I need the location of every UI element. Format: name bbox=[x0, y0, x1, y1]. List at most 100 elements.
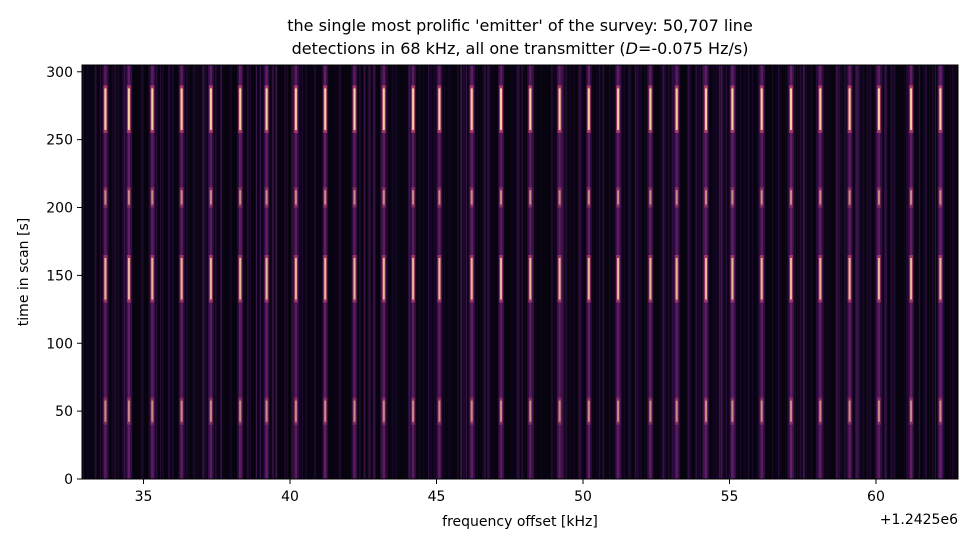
noise-streak bbox=[82, 65, 85, 479]
noise-streak bbox=[569, 65, 571, 479]
emission-peak bbox=[705, 258, 707, 300]
emission-peak bbox=[438, 88, 441, 130]
noise-streak bbox=[140, 65, 143, 479]
emission-peak bbox=[127, 400, 130, 422]
noise-streak bbox=[838, 65, 840, 479]
noise-streak bbox=[157, 65, 159, 479]
noise-streak bbox=[434, 65, 437, 479]
emission-peak bbox=[877, 88, 880, 130]
noise-streak bbox=[516, 65, 519, 479]
emission-peak bbox=[790, 400, 792, 422]
noise-streak bbox=[893, 65, 895, 479]
emission-peak bbox=[529, 258, 532, 300]
x-tick-label: 60 bbox=[867, 489, 885, 505]
emission-peak bbox=[760, 400, 763, 422]
noise-streak bbox=[857, 65, 860, 479]
noise-streak bbox=[112, 65, 114, 479]
emission-peak bbox=[939, 400, 942, 422]
noise-streak bbox=[633, 65, 636, 479]
emission-peak bbox=[239, 190, 242, 205]
noise-streak bbox=[915, 65, 917, 479]
noise-streak bbox=[884, 65, 886, 479]
noise-streak bbox=[697, 65, 700, 479]
noise-streak bbox=[423, 65, 425, 479]
noise-streak bbox=[701, 65, 704, 479]
emission-line bbox=[908, 65, 915, 479]
emission-peak bbox=[617, 400, 620, 422]
emission-peak bbox=[558, 400, 561, 422]
emission-peak bbox=[760, 190, 763, 205]
emission-peak bbox=[470, 400, 473, 422]
noise-streak bbox=[258, 65, 260, 479]
noise-streak bbox=[476, 65, 478, 479]
emission-peak bbox=[617, 258, 620, 300]
noise-streak bbox=[772, 65, 774, 479]
noise-streak bbox=[447, 65, 450, 479]
emission-peak bbox=[294, 258, 297, 300]
emission-line bbox=[380, 65, 387, 479]
noise-streak bbox=[284, 65, 287, 479]
emission-line bbox=[410, 65, 417, 479]
noise-streak bbox=[462, 65, 465, 479]
emission-peak bbox=[587, 190, 590, 205]
noise-streak bbox=[374, 65, 376, 479]
noise-streak bbox=[123, 65, 126, 479]
noise-streak bbox=[482, 65, 484, 479]
noise-streak bbox=[660, 65, 662, 479]
noise-streak bbox=[206, 65, 208, 479]
noise-streak bbox=[698, 65, 700, 479]
noise-streak bbox=[259, 65, 261, 479]
noise-streak bbox=[484, 65, 486, 479]
noise-streak bbox=[186, 65, 188, 479]
noise-streak bbox=[794, 65, 795, 479]
noise-streak bbox=[925, 65, 927, 479]
noise-streak bbox=[142, 65, 144, 479]
emission-peak bbox=[500, 88, 502, 130]
noise-streak bbox=[874, 65, 877, 479]
emission-peak bbox=[790, 88, 792, 130]
noise-streak bbox=[255, 65, 257, 479]
emission-peak bbox=[470, 258, 473, 300]
y-tick-label: 50 bbox=[55, 404, 73, 420]
emission-peak bbox=[558, 88, 561, 130]
noise-streak bbox=[476, 65, 479, 479]
noise-streak bbox=[932, 65, 934, 479]
noise-streak bbox=[172, 65, 175, 479]
noise-streak bbox=[221, 65, 223, 479]
emission-peak bbox=[939, 88, 942, 130]
noise-streak bbox=[368, 65, 371, 479]
x-tick-label: 35 bbox=[135, 489, 153, 505]
noise-streak bbox=[121, 65, 124, 479]
noise-streak bbox=[736, 65, 738, 479]
emission-peak bbox=[500, 400, 502, 422]
emission-peak bbox=[705, 190, 707, 205]
emission-line bbox=[149, 65, 156, 479]
noise-streak bbox=[725, 65, 727, 479]
noise-streak bbox=[392, 65, 395, 479]
noise-streak bbox=[715, 65, 718, 479]
noise-streak bbox=[231, 65, 233, 479]
chart-title-line2: detections in 68 kHz, all one transmitte… bbox=[292, 39, 749, 58]
noise-streak bbox=[640, 65, 643, 479]
noise-streak bbox=[114, 65, 117, 479]
noise-streak bbox=[712, 65, 714, 479]
emission-peak bbox=[705, 400, 707, 422]
noise-streak bbox=[922, 65, 925, 479]
emission-peak bbox=[910, 190, 913, 205]
emission-line bbox=[729, 65, 736, 479]
noise-streak bbox=[906, 65, 909, 479]
noise-streak bbox=[168, 65, 170, 479]
y-tick-label: 250 bbox=[46, 133, 73, 149]
emission-peak bbox=[180, 190, 183, 205]
emission-peak bbox=[412, 258, 415, 300]
noise-streak bbox=[363, 65, 366, 479]
noise-streak bbox=[693, 65, 695, 479]
noise-streak bbox=[300, 65, 303, 479]
noise-streak bbox=[299, 65, 301, 479]
emission-peak bbox=[500, 190, 502, 205]
emission-peak bbox=[529, 88, 532, 130]
noise-streak bbox=[952, 65, 954, 479]
noise-streak bbox=[596, 65, 598, 479]
noise-streak bbox=[778, 65, 781, 479]
noise-streak bbox=[880, 65, 883, 479]
